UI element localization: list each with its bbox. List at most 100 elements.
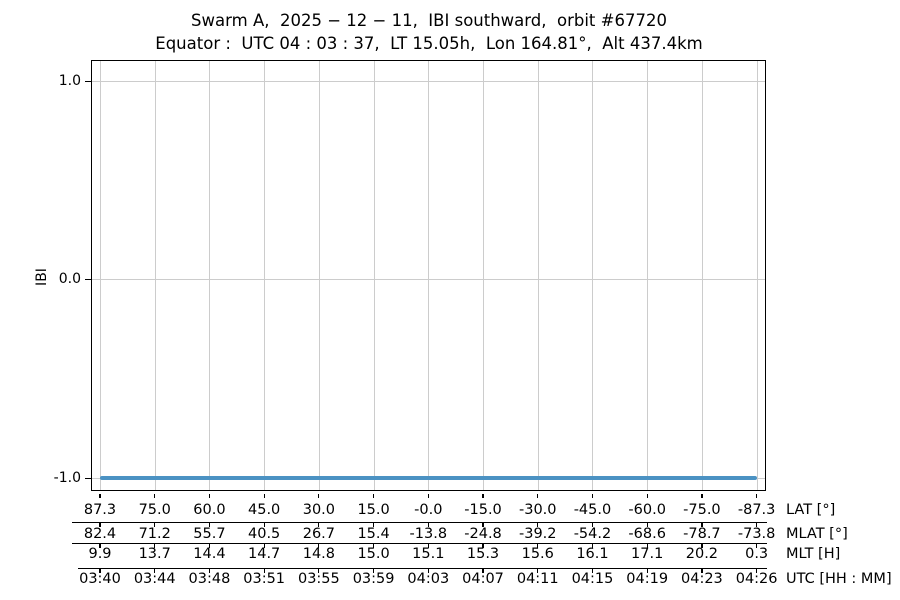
x-tick-label: 15.3 [466,546,500,562]
x-tick-mark [701,493,703,498]
x-tick-mark [263,523,265,527]
x-tick-mark [756,493,758,498]
x-tick-label: -75.0 [683,502,721,518]
x-tick-mark [99,569,101,573]
chart-title: Swarm A, 2025 − 12 − 11, IBI southward, … [191,11,667,30]
x-tick-label: 04:11 [516,571,559,587]
x-tick-mark [537,569,539,573]
x-tick-mark [756,523,758,527]
vertical-gridline [592,61,594,490]
x-axis-separator-line [78,568,767,570]
x-axis-separator-line [72,522,767,524]
x-tick-mark [591,523,594,527]
y-tick-label: 0.0 [58,271,81,287]
x-tick-mark [318,493,320,498]
x-tick-mark [701,544,703,548]
x-tick-mark [646,523,648,527]
x-tick-mark [154,569,156,573]
x-tick-label: -30.0 [518,502,557,518]
vertical-gridline [154,61,156,490]
x-tick-label: -24.8 [464,525,502,542]
x-tick-mark [263,569,265,573]
x-row-label: LAT [°] [786,502,836,518]
x-tick-mark [208,523,211,527]
vertical-gridline [647,61,649,490]
x-tick-mark [154,493,156,498]
x-tick-mark [263,544,265,548]
x-tick-label: 55.7 [193,525,226,542]
x-tick-label: 9.9 [88,546,112,562]
x-tick-mark [208,569,211,573]
plot-area [91,60,766,491]
x-tick-label: 17.1 [631,546,664,562]
x-tick-label: 60.0 [193,502,226,518]
x-tick-label: -73.8 [737,525,776,542]
x-row-label: UTC [HH : MM] [786,571,892,587]
vertical-gridline [318,61,320,490]
vertical-gridline [264,61,266,490]
x-tick-label: 15.0 [357,502,390,518]
x-tick-mark [482,493,484,498]
x-tick-label: 87.3 [83,502,117,518]
x-tick-mark [373,544,375,548]
x-tick-label: -13.8 [409,525,448,542]
x-tick-label: 03:40 [79,571,121,587]
x-tick-mark [99,493,101,498]
x-row-label: MLAT [°] [786,525,848,542]
x-tick-label: 13.7 [138,546,171,562]
y-tick-mark [85,80,91,82]
x-tick-mark [482,544,484,548]
x-tick-label: -54.2 [573,525,612,542]
y-tick-label: -1.0 [53,470,81,486]
x-tick-label: 20.2 [685,546,719,562]
x-axis-separator-line [72,543,767,545]
y-tick-label: 1.0 [58,73,81,89]
x-tick-label: 03:51 [243,571,286,587]
x-tick-mark [756,544,758,548]
x-tick-mark [591,544,594,548]
x-tick-mark [427,523,429,527]
x-tick-label: 14.4 [193,546,226,562]
x-tick-label: 04:23 [681,571,723,587]
x-tick-mark [263,493,265,498]
horizontal-gridline [92,279,765,280]
vertical-gridline [100,61,101,490]
x-tick-mark [373,569,375,573]
x-tick-label: 03:59 [352,571,395,587]
x-tick-mark [537,493,539,498]
x-tick-label: 30.0 [302,502,336,518]
x-tick-label: -15.0 [464,502,502,518]
x-tick-label: 04:15 [571,571,614,587]
x-tick-mark [646,544,648,548]
x-tick-mark [318,569,320,573]
x-tick-label: 03:44 [133,571,176,587]
x-tick-label: 15.4 [357,525,390,542]
x-row-label: MLT [H] [786,546,841,562]
x-tick-mark [427,544,429,548]
ibi-data-line [100,476,757,480]
x-tick-mark [154,544,156,548]
x-tick-label: 0.3 [745,546,769,562]
x-tick-label: -60.0 [628,502,666,518]
horizontal-gridline [92,81,765,82]
x-tick-label: 04:07 [462,571,504,587]
x-tick-mark [701,523,703,527]
x-tick-label: -78.7 [683,525,721,542]
y-tick-mark [85,477,91,479]
x-tick-mark [701,569,703,573]
x-tick-mark [646,493,648,498]
x-tick-mark [208,544,211,548]
x-tick-mark [482,569,484,573]
x-tick-mark [154,523,156,527]
x-tick-mark [537,523,539,527]
x-tick-mark [373,493,375,498]
x-tick-label: 15.1 [412,546,445,562]
x-tick-label: -87.3 [737,502,776,518]
x-tick-mark [646,569,648,573]
x-tick-label: -68.6 [628,525,666,542]
x-tick-label: 04:26 [735,571,778,587]
x-tick-mark [99,523,101,527]
x-tick-label: 45.0 [248,502,281,518]
x-tick-label: 40.5 [248,525,281,542]
